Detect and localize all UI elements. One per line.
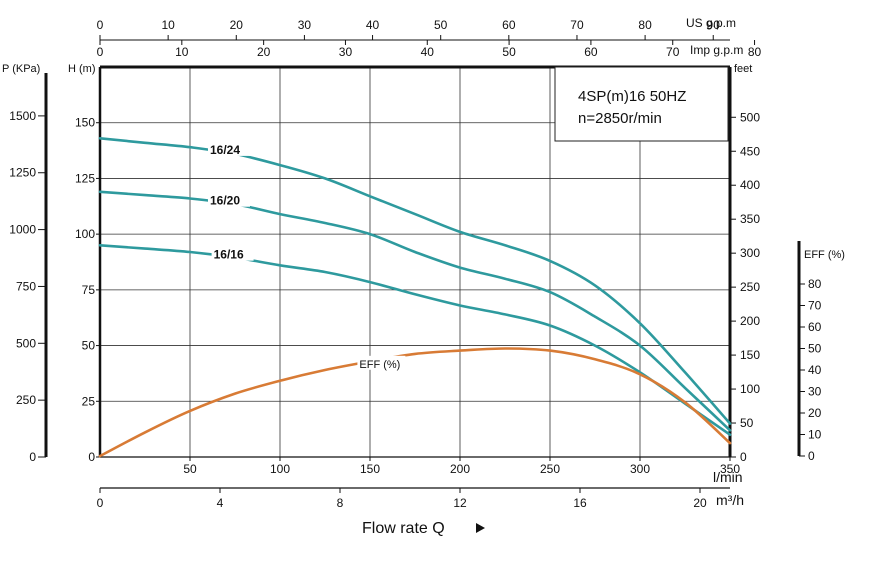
feet-axis-title: feet <box>734 63 752 75</box>
lpm-axis-tick-label: 200 <box>450 462 470 476</box>
imp-gpm-axis-tick-label: 70 <box>666 45 680 59</box>
info-box <box>554 66 729 142</box>
head-axis-tick-label: 75 <box>82 283 96 297</box>
series-label-background <box>211 246 254 261</box>
chart-title-line-2: n=2850r/min <box>578 110 662 127</box>
pressure-axis-tick-label: 1000 <box>9 223 36 237</box>
us-gpm-axis-tick-label: 60 <box>502 18 516 32</box>
data-series <box>98 137 732 458</box>
imp-gpm-axis-tick-label: 80 <box>748 45 762 59</box>
eff-axis-tick-label: 20 <box>808 406 822 420</box>
m3h-axis-tick-label: 0 <box>97 496 104 510</box>
series-label-16-20: 16/20 <box>210 194 240 208</box>
us-gpm-axis-tick-label: 90 <box>707 18 721 32</box>
eff-axis-tick-label: 50 <box>808 342 822 356</box>
imp-gpm-axis-tick-label: 40 <box>421 45 435 59</box>
series-label-16-24: 16/24 <box>210 143 240 157</box>
us-gpm-axis-tick-label: 0 <box>97 18 104 32</box>
imp-gpm-axis-tick-label: 60 <box>584 45 598 59</box>
series-line-eff <box>98 347 732 458</box>
m3h-axis-tick-label: 12 <box>453 496 467 510</box>
feet-axis-tick-label: 500 <box>740 110 760 124</box>
us-gpm-axis-tick-label: 30 <box>298 18 312 32</box>
series-line-16-16 <box>98 244 732 436</box>
feet-axis-tick-label: 0 <box>740 450 747 464</box>
m3h-axis-tick-label: 16 <box>573 496 587 510</box>
feet-axis-tick-label: 200 <box>740 314 760 328</box>
imp-gpm-axis-tick-label: 50 <box>502 45 516 59</box>
eff-axis-tick-label: 10 <box>808 428 822 442</box>
series-label-background <box>357 355 406 370</box>
pressure-axis-title: P (KPa) <box>2 63 40 75</box>
m3h-axis-tick-label: 20 <box>693 496 707 510</box>
series-label-eff: EFF (%) <box>359 359 400 371</box>
x-axis-title: Flow rate Q <box>362 520 445 537</box>
lpm-axis-title: l/min <box>713 469 743 485</box>
head-axis-tick-label: 125 <box>75 171 95 185</box>
us-gpm-axis-tick-label: 20 <box>230 18 244 32</box>
pressure-axis-tick-label: 1500 <box>9 109 36 123</box>
head-axis-tick-label: 150 <box>75 116 95 130</box>
lpm-axis-tick-label: 250 <box>540 462 560 476</box>
imp-gpm-axis-title: Imp g.p.m <box>690 43 743 57</box>
imp-gpm-axis-tick-label: 0 <box>97 45 104 59</box>
play-arrow-icon <box>476 523 485 533</box>
feet-axis-tick-label: 300 <box>740 246 760 260</box>
axis-labels: 0255075100125150025050075010001250150005… <box>9 18 821 510</box>
m3h-axis-tick-label: 4 <box>217 496 224 510</box>
feet-axis-tick-label: 150 <box>740 348 760 362</box>
m3h-axis-title: m³/h <box>716 492 744 508</box>
head-axis-tick-label: 0 <box>88 450 95 464</box>
lpm-axis-tick-label: 100 <box>270 462 290 476</box>
feet-axis-tick-label: 250 <box>740 280 760 294</box>
imp-gpm-axis-tick-label: 20 <box>257 45 271 59</box>
eff-axis-tick-label: 0 <box>808 449 815 463</box>
eff-axis-tick-label: 30 <box>808 385 822 399</box>
lpm-axis-tick-label: 300 <box>630 462 650 476</box>
us-gpm-axis-tick-label: 40 <box>366 18 380 32</box>
eff-axis-tick-label: 60 <box>808 320 822 334</box>
us-gpm-axis-tick-label: 80 <box>638 18 652 32</box>
eff-axis-tick-label: 80 <box>808 277 822 291</box>
series-line-16-24 <box>98 137 732 425</box>
feet-axis-tick-label: 100 <box>740 382 760 396</box>
feet-axis-tick-label: 50 <box>740 416 754 430</box>
us-gpm-axis-tick-label: 10 <box>161 18 175 32</box>
m3h-axis-tick-label: 8 <box>337 496 344 510</box>
pressure-axis-tick-label: 500 <box>16 336 36 350</box>
feet-axis-tick-label: 400 <box>740 178 760 192</box>
pressure-axis-tick-label: 750 <box>16 279 36 293</box>
pressure-axis-tick-label: 1250 <box>9 166 36 180</box>
eff-axis-tick-label: 70 <box>808 299 822 313</box>
head-axis-tick-label: 25 <box>82 394 96 408</box>
pressure-axis-tick-label: 0 <box>29 450 36 464</box>
eff-axis-title: EFF (%) <box>804 249 845 261</box>
feet-axis-tick-label: 350 <box>740 212 760 226</box>
eff-axis-tick-label: 40 <box>808 363 822 377</box>
head-axis-title: H (m) <box>68 63 96 75</box>
lpm-axis-tick-label: 50 <box>183 462 197 476</box>
pressure-axis-tick-label: 250 <box>16 393 36 407</box>
head-axis-tick-label: 100 <box>75 227 95 241</box>
imp-gpm-axis-tick-label: 30 <box>339 45 353 59</box>
series-label-16-16: 16/16 <box>214 248 244 262</box>
us-gpm-axis-title: US g.p.m <box>686 16 736 30</box>
series-label-background <box>208 192 250 207</box>
series-line-16-20 <box>98 190 732 432</box>
lpm-axis-tick-label: 350 <box>720 462 740 476</box>
us-gpm-axis-tick-label: 50 <box>434 18 448 32</box>
head-axis-tick-label: 50 <box>82 339 96 353</box>
series-label-background <box>208 141 250 156</box>
us-gpm-axis-tick-label: 70 <box>570 18 584 32</box>
imp-gpm-axis-tick-label: 10 <box>175 45 189 59</box>
chart-title-line-1: 4SP(m)16 50HZ <box>578 88 686 105</box>
lpm-axis-tick-label: 150 <box>360 462 380 476</box>
feet-axis-tick-label: 450 <box>740 144 760 158</box>
